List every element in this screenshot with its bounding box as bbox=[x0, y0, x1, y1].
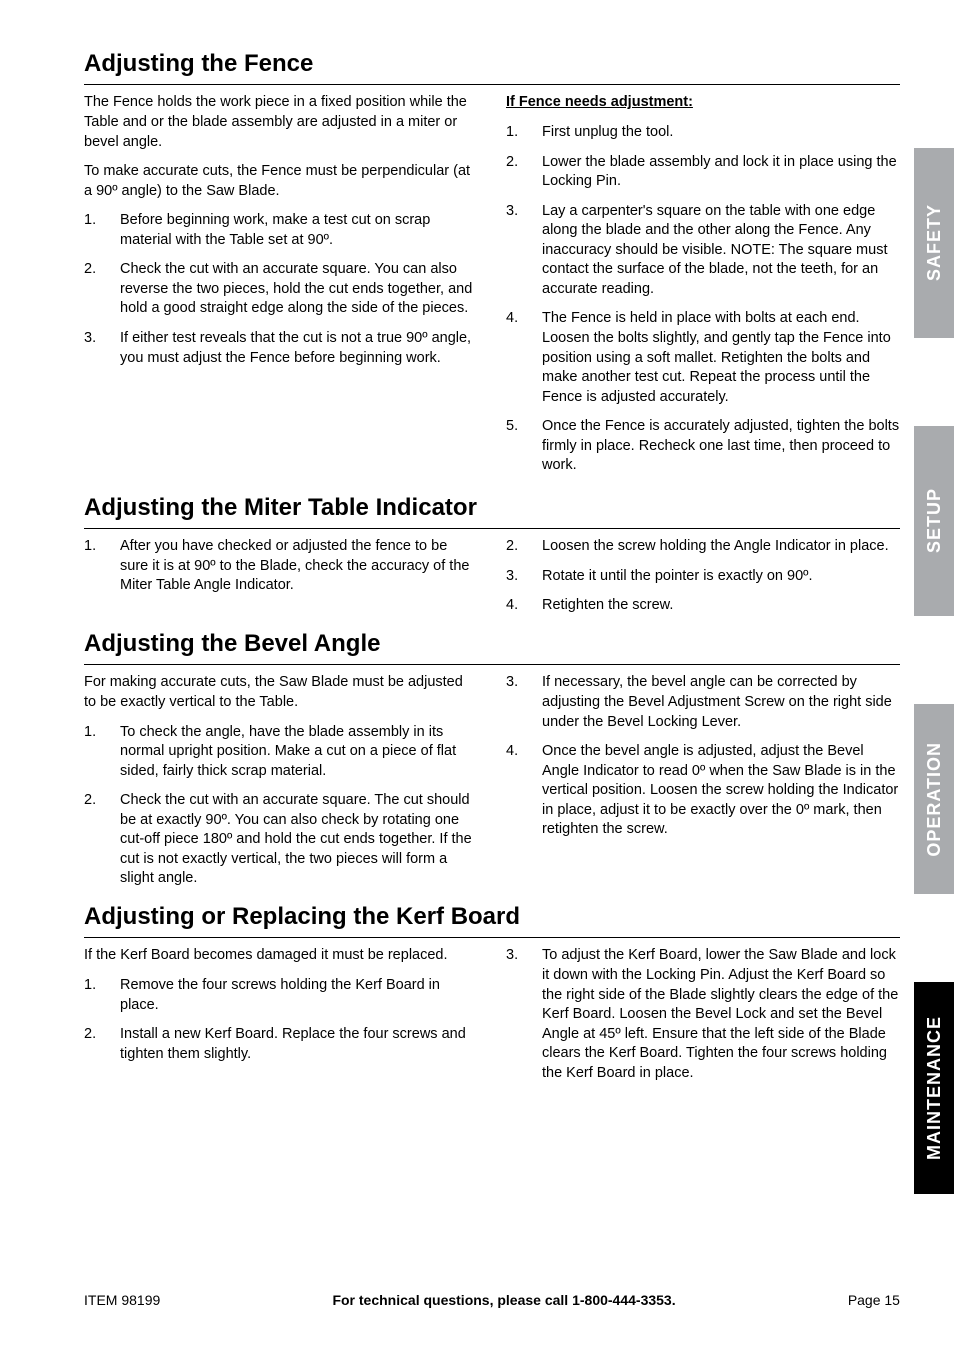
list-item: 1.Before beginning work, make a test cut… bbox=[84, 211, 478, 250]
footer-page: Page 15 bbox=[848, 1291, 900, 1310]
rule bbox=[84, 84, 900, 85]
tab-label: SETUP bbox=[922, 488, 946, 553]
list-item: 1.After you have checked or adjusted the… bbox=[84, 537, 478, 596]
para: The Fence holds the work piece in a fixe… bbox=[84, 93, 478, 152]
para: To make accurate cuts, the Fence must be… bbox=[84, 162, 478, 201]
rule bbox=[84, 937, 900, 938]
list-item: 3.Rotate it until the pointer is exactly… bbox=[506, 567, 900, 587]
footer-item: ITEM 98199 bbox=[84, 1291, 160, 1310]
list-item: 2.Lower the blade assembly and lock it i… bbox=[506, 153, 900, 192]
subheading: If Fence needs adjustment: bbox=[506, 93, 900, 113]
footer-center: For technical questions, please call 1-8… bbox=[332, 1291, 675, 1310]
side-tabs: SAFETY SETUP OPERATION MAINTENANCE bbox=[914, 0, 954, 1350]
list-item: 2.Check the cut with an accurate square.… bbox=[84, 260, 478, 319]
tab-label: OPERATION bbox=[922, 742, 946, 857]
tab-setup[interactable]: SETUP bbox=[914, 426, 954, 616]
para: For making accurate cuts, the Saw Blade … bbox=[84, 673, 478, 712]
tab-label: SAFETY bbox=[922, 204, 946, 281]
page-footer: ITEM 98199 For technical questions, plea… bbox=[84, 1291, 900, 1310]
list-item: 2.Install a new Kerf Board. Replace the … bbox=[84, 1025, 478, 1064]
list-item: 1.Remove the four screws holding the Ker… bbox=[84, 976, 478, 1015]
section-title-miter: Adjusting the Miter Table Indicator bbox=[84, 492, 900, 524]
list-item: 1.To check the angle, have the blade ass… bbox=[84, 723, 478, 782]
list-item: 3.If either test reveals that the cut is… bbox=[84, 329, 478, 368]
tab-maintenance[interactable]: MAINTENANCE bbox=[914, 982, 954, 1194]
section-title-fence: Adjusting the Fence bbox=[84, 48, 900, 80]
list-item: 5.Once the Fence is accurately adjusted,… bbox=[506, 417, 900, 476]
list-item: 4.Once the bevel angle is adjusted, adju… bbox=[506, 742, 900, 840]
list-item: 3.Lay a carpenter's square on the table … bbox=[506, 202, 900, 300]
list-item: 1.First unplug the tool. bbox=[506, 123, 900, 143]
section-title-kerf: Adjusting or Replacing the Kerf Board bbox=[84, 901, 900, 933]
para: If the Kerf Board becomes damaged it mus… bbox=[84, 946, 478, 966]
list-item: 4.Retighten the screw. bbox=[506, 596, 900, 616]
tab-safety[interactable]: SAFETY bbox=[914, 148, 954, 338]
tab-operation[interactable]: OPERATION bbox=[914, 704, 954, 894]
list-item: 4.The Fence is held in place with bolts … bbox=[506, 309, 900, 407]
tab-label: MAINTENANCE bbox=[922, 1016, 946, 1160]
list-item: 3.If necessary, the bevel angle can be c… bbox=[506, 673, 900, 732]
section-title-bevel: Adjusting the Bevel Angle bbox=[84, 628, 900, 660]
rule bbox=[84, 664, 900, 665]
rule bbox=[84, 528, 900, 529]
list-item: 3.To adjust the Kerf Board, lower the Sa… bbox=[506, 946, 900, 1083]
list-item: 2.Check the cut with an accurate square.… bbox=[84, 791, 478, 889]
list-item: 2.Loosen the screw holding the Angle Ind… bbox=[506, 537, 900, 557]
